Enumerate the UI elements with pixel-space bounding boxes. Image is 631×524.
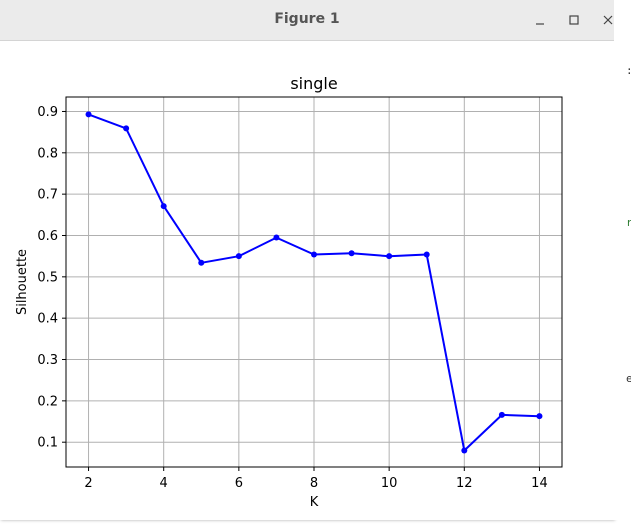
y-tick-label: 0.7 — [37, 188, 58, 203]
x-tick-label: 8 — [310, 476, 318, 491]
y-tick-label: 0.6 — [37, 229, 58, 244]
x-tick-label: 4 — [160, 476, 168, 491]
chart: 2 4 6 8 10 12 14 0.1 0.2 0.3 0.4 0.5 0.6 0.7 0.8 0.9 si… — [15, 74, 563, 510]
y-tick-label: 0.1 — [37, 436, 58, 451]
x-tick-label: 2 — [84, 476, 92, 491]
data-point — [461, 447, 468, 454]
data-point — [235, 253, 242, 260]
x-tick-label: 12 — [456, 476, 473, 491]
data-point — [160, 203, 167, 210]
grid — [66, 97, 562, 467]
chart-title: single — [290, 74, 337, 93]
plot-area: 2 4 6 8 10 12 14 0.1 0.2 0.3 0.4 0.5 0.6 0.7 0.8 0.9 si… — [0, 41, 614, 520]
data-point — [123, 125, 130, 132]
title-bar[interactable]: Figure 1 — [0, 0, 614, 41]
y-axis-label: Silhouette — [15, 249, 30, 315]
y-tick-label: 0.3 — [37, 353, 58, 368]
data-point — [386, 253, 393, 260]
data-point — [311, 251, 317, 258]
close-button[interactable] — [596, 8, 620, 32]
data-point — [85, 111, 92, 118]
x-tick-label: 14 — [531, 476, 548, 491]
series — [85, 111, 543, 454]
y-tick-label: 0.8 — [37, 146, 58, 161]
minimize-button[interactable] — [528, 8, 552, 32]
close-icon — [603, 15, 613, 25]
x-tick-label: 10 — [381, 476, 398, 491]
data-point — [198, 259, 205, 266]
figure-window: Figure 1 2 4 6 8 10 12 14 0.1 0.2 0.3 0.4 0.5 0.6 0.7… — [0, 0, 614, 520]
maximize-button[interactable] — [562, 8, 586, 32]
data-point — [498, 411, 505, 418]
x-axis-label: K — [310, 495, 319, 510]
y-tick-label: 0.2 — [37, 394, 58, 409]
y-tick-label: 0.9 — [37, 105, 58, 120]
background-glyph: r — [626, 216, 631, 229]
background-glyph: : — [626, 64, 631, 77]
y-tick-label: 0.4 — [37, 312, 58, 327]
data-point — [423, 251, 430, 258]
minimize-icon — [536, 23, 544, 25]
ticks: 2 4 6 8 10 12 14 0.1 0.2 0.3 0.4 0.5 0.6 0.7 0.8 0.9 — [37, 105, 547, 491]
y-tick-label: 0.5 — [37, 270, 58, 285]
window-title: Figure 1 — [274, 11, 340, 27]
data-point — [536, 413, 543, 420]
background-glyph: e — [626, 372, 631, 385]
background-window-edge: : r e — [614, 0, 631, 520]
data-point — [348, 250, 355, 257]
data-point — [273, 234, 280, 241]
x-tick-label: 6 — [235, 476, 243, 491]
maximize-icon — [569, 15, 579, 25]
